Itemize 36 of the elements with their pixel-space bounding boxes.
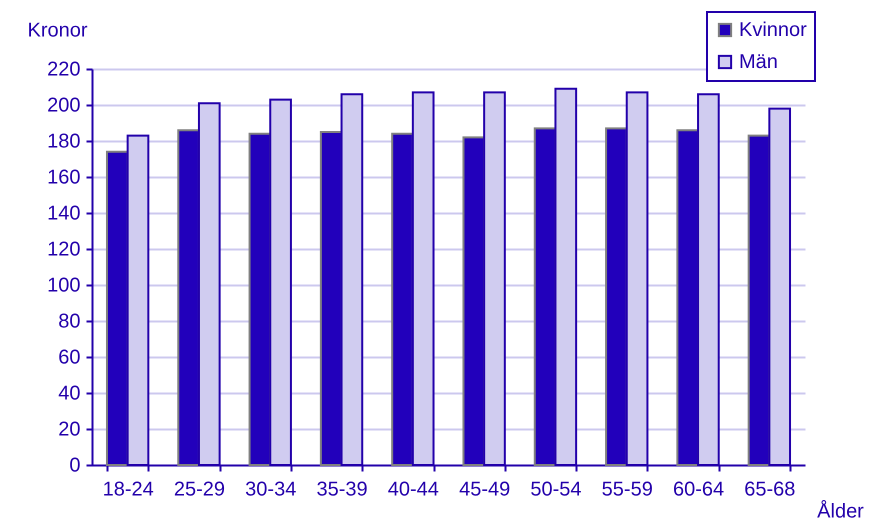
bar <box>177 129 200 466</box>
y-tick-label: 60 <box>58 346 80 368</box>
y-tick-label: 200 <box>47 94 80 116</box>
y-tick-label: 80 <box>58 310 80 332</box>
y-tick-label: 140 <box>47 202 80 224</box>
y-tick-label: 40 <box>58 382 80 404</box>
bar <box>106 150 129 466</box>
y-tick-label: 0 <box>69 454 80 476</box>
bar <box>605 127 628 466</box>
y-tick-label: 100 <box>47 274 80 296</box>
legend-label: Män <box>739 51 778 73</box>
bar <box>748 134 770 466</box>
x-tick-label: 35-39 <box>316 478 368 500</box>
y-tick-label: 220 <box>47 58 80 80</box>
y-tick-label: 20 <box>58 418 80 440</box>
x-tick-label: 18-24 <box>102 478 154 500</box>
bar <box>320 131 343 466</box>
bar <box>676 129 700 466</box>
x-tick-label: 40-44 <box>388 478 439 500</box>
x-tick-label: 30-34 <box>245 478 296 500</box>
y-tick-label: 160 <box>47 166 80 188</box>
bar <box>462 136 486 466</box>
y-tick-label: 120 <box>47 238 80 260</box>
bar <box>534 127 556 466</box>
x-tick-label: 50-54 <box>530 478 582 500</box>
x-tick-label: 45-49 <box>459 478 510 500</box>
x-tick-label: 25-29 <box>174 478 226 500</box>
x-tick-label: 65-68 <box>744 478 796 500</box>
legend-label: Kvinnor <box>739 19 808 41</box>
x-tick-label: 55-59 <box>602 478 653 500</box>
y-tick-label: 180 <box>47 130 80 152</box>
x-axis-title: Ålder <box>817 500 864 522</box>
y-axis-title: Kronor <box>27 20 88 42</box>
bar <box>248 132 272 466</box>
bar <box>391 132 414 466</box>
x-tick-label: 60-64 <box>672 478 724 500</box>
